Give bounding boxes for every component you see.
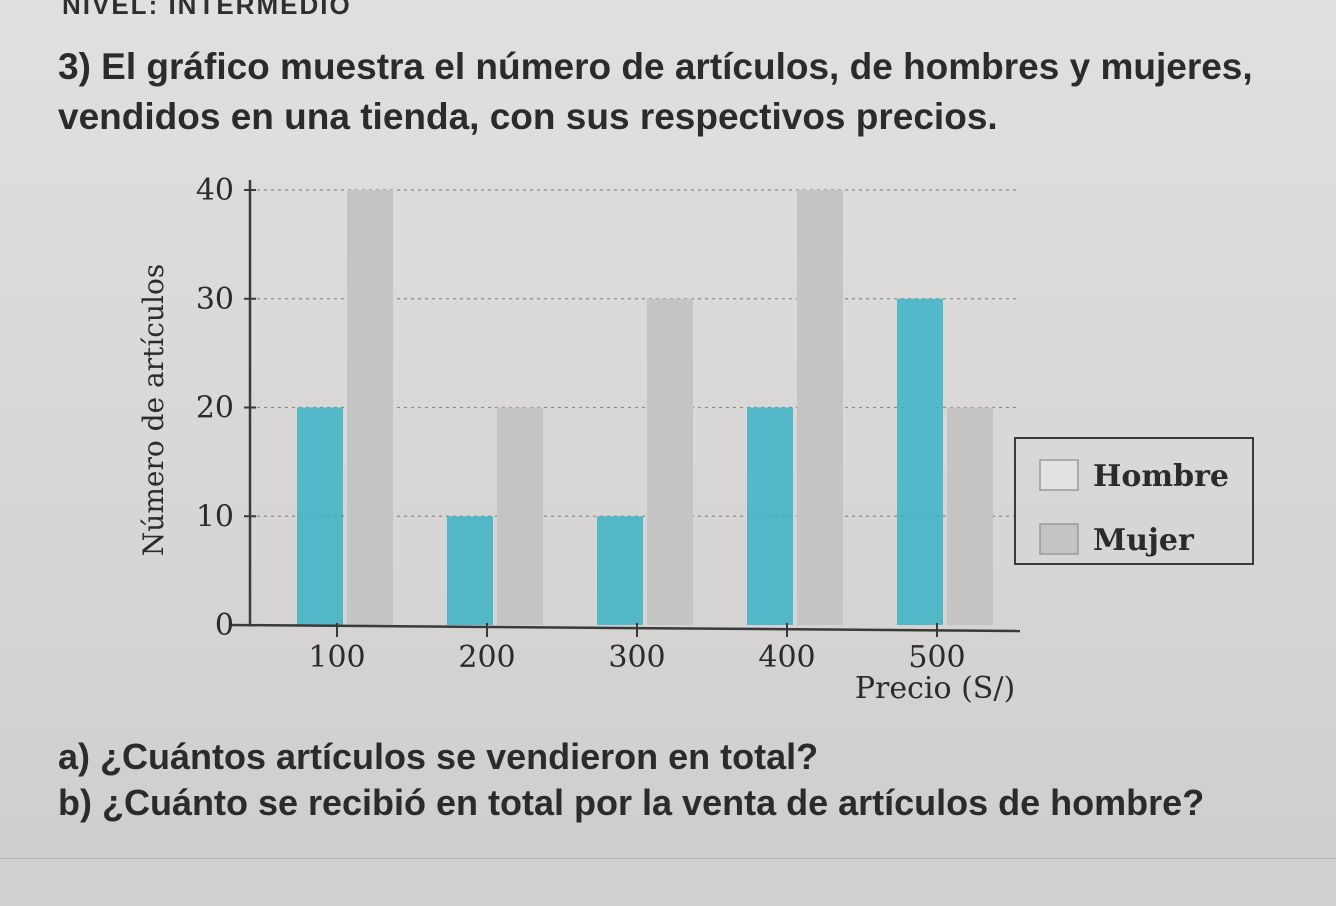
legend-label-mujer: Mujer [1093,523,1195,558]
bar-mujer-300 [647,298,693,625]
y-tick-label: 40 [196,173,234,208]
bar-hombre-300 [597,516,643,625]
bar-hombre-100 [297,407,343,625]
y-axis-title: Número de artículos [137,264,170,556]
bar-hombre-200 [447,516,493,625]
problem-statement: 3) El gráfico muestra el número de artíc… [58,42,1318,142]
x-tick-label: 100 [308,640,365,675]
y-tick-label: 30 [196,282,234,317]
x-tick-label: 500 [908,640,965,675]
level-heading: NIVEL: INTERMEDIO [62,0,352,20]
bar-hombre-500 [897,298,943,625]
x-tick-label: 400 [758,640,815,675]
legend-swatch-hombre [1039,459,1079,491]
x-tick-label: 300 [608,640,665,675]
bar-mujer-200 [497,407,543,625]
bar-mujer-500 [947,407,993,625]
question-a: a) ¿Cuántos artículos se vendieron en to… [58,736,819,777]
x-axis-title: Precio (S/) [855,671,1015,706]
y-tick-label: 0 [215,608,234,643]
x-tick-label: 200 [458,640,515,675]
notebook-grid-strip [0,858,1336,906]
problem-statement-line-1: 3) El gráfico muestra el número de artíc… [58,46,1253,87]
bar-mujer-400 [797,190,843,625]
y-tick-label: 20 [196,391,234,426]
bar-hombre-400 [747,407,793,625]
problem-statement-line-2: vendidos en una tienda, con sus respecti… [58,96,998,137]
legend-label-hombre: Hombre [1093,459,1229,494]
legend-box [1014,437,1254,565]
bar-mujer-100 [347,190,393,625]
y-tick-label: 10 [196,499,234,534]
x-axis [229,623,1021,633]
legend-swatch-mujer [1039,523,1079,555]
question-b: b) ¿Cuánto se recibió en total por la ve… [58,782,1205,823]
